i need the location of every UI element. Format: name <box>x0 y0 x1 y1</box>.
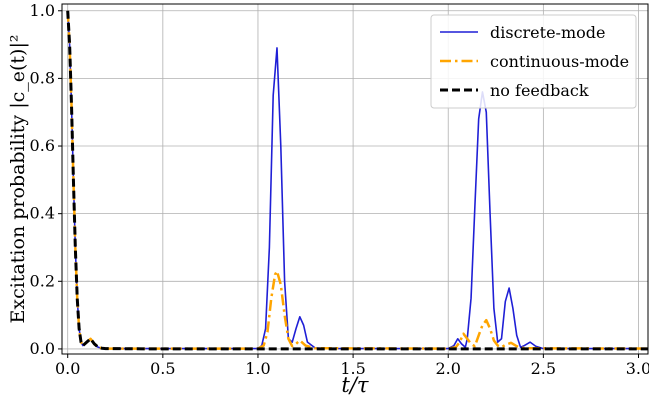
y-tick-label: 1.0 <box>30 1 55 20</box>
plot-frame <box>61 3 649 355</box>
series-line-no-feedback <box>66 10 648 351</box>
x-tick-label: 1.0 <box>245 359 270 378</box>
ticks: 0.0 0.5 1.0 1.5 2.0 2.5 3.0 0.0 0.2 0.4 0.6 0.8 1.0 <box>30 1 649 378</box>
x-tick-label: 0.0 <box>55 359 80 378</box>
x-tick-label: 1.5 <box>340 359 365 378</box>
y-tick-label: 0.0 <box>30 339 55 358</box>
series-group <box>66 10 649 351</box>
y-tick-label: 0.4 <box>30 204 55 223</box>
x-tick-label: 0.5 <box>150 359 175 378</box>
legend-label-discrete: discrete-mode <box>490 23 605 42</box>
x-tick-label: 2.0 <box>436 359 461 378</box>
legend-box <box>430 14 637 109</box>
legend-label-nofeedback: no feedback <box>490 81 589 100</box>
y-axis-label: Excitation probability |c_e(t)|² <box>7 35 29 324</box>
legend: discrete-mode continuous-mode no feedbac… <box>430 14 637 109</box>
y-tick-label: 0.6 <box>30 136 55 155</box>
x-tick-label: 3.0 <box>626 359 649 378</box>
legend-label-continuous: continuous-mode <box>490 52 629 71</box>
x-axis-label: t/τ <box>341 373 369 397</box>
y-tick-label: 0.2 <box>30 271 55 290</box>
y-tick-label: 0.8 <box>30 68 55 87</box>
series-line-continuous-mode <box>66 10 649 350</box>
x-tick-label: 2.5 <box>531 359 556 378</box>
